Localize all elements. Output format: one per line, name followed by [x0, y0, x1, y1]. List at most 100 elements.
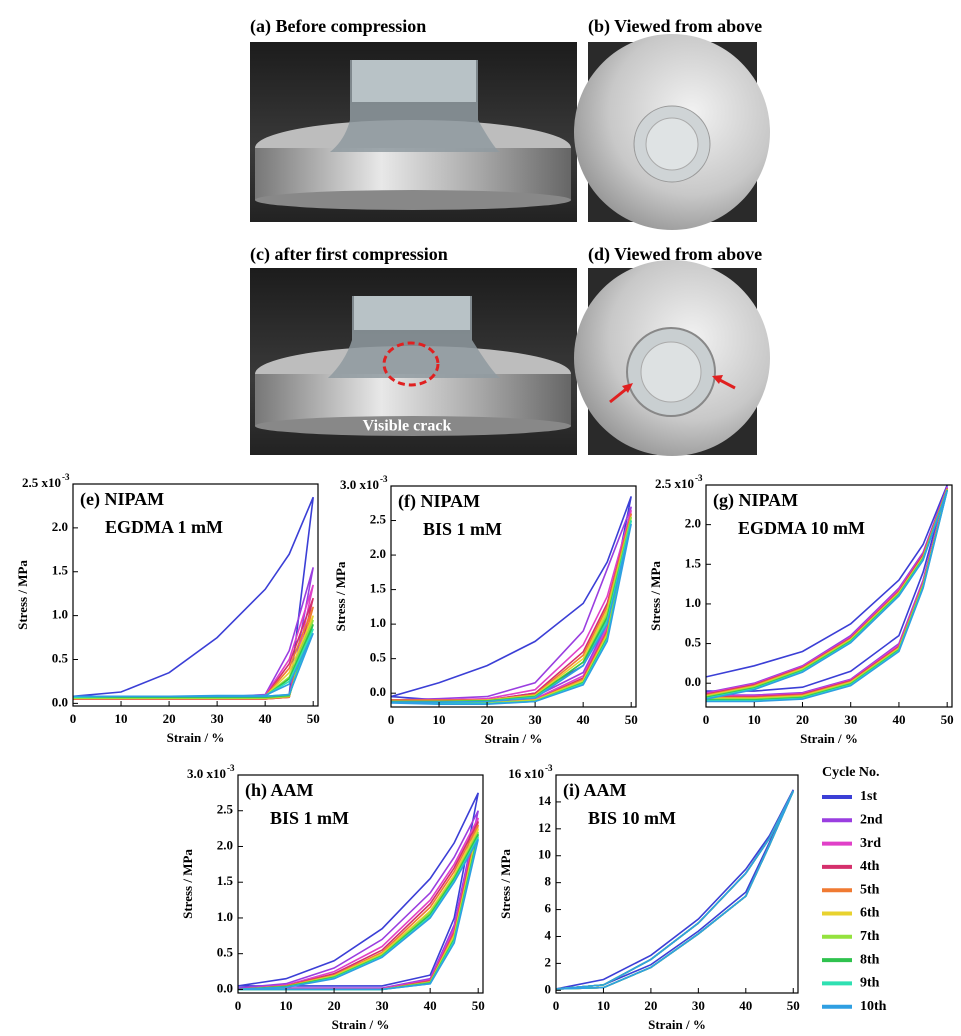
cycle-line: [391, 514, 631, 703]
y-tick-label: 1.0: [52, 607, 68, 622]
legend-label: 8th: [860, 952, 880, 967]
panel-sublabel: BIS 10 mM: [588, 808, 676, 828]
x-tick-label: 50: [625, 712, 638, 727]
cycle-line: [391, 521, 631, 704]
cycle-line: [391, 517, 631, 703]
y-tick-label: 6: [545, 901, 552, 916]
x-tick-label: 50: [787, 998, 800, 1013]
y-tick-label: 2.0: [685, 516, 701, 531]
x-tick-label: 30: [211, 711, 224, 726]
x-tick-label: 40: [424, 998, 437, 1013]
y-tick-label: 0.5: [52, 650, 69, 665]
y-tick-label: 2.0: [52, 519, 68, 534]
y-tick-label: 10: [538, 847, 551, 862]
legend-title: Cycle No.: [822, 765, 880, 780]
y-tick-label: 4: [545, 927, 552, 942]
y-tick-label: 1.5: [370, 581, 387, 596]
y-tick-label: 3.0 x10: [340, 477, 379, 492]
x-tick-label: 20: [796, 712, 809, 727]
x-tick-label: 40: [739, 998, 752, 1013]
crack-label: Visible crack: [363, 418, 452, 435]
y-axis-label: Stress / MPa: [180, 849, 195, 919]
x-tick-label: 0: [70, 711, 77, 726]
x-tick-label: 0: [235, 998, 242, 1013]
y-tick-label: 0.5: [685, 635, 702, 650]
y-axis-label: Stress / MPa: [333, 561, 348, 631]
y-tick-label: 2: [545, 954, 552, 969]
legend-label: 9th: [860, 976, 880, 991]
legend-label: 1st: [860, 789, 877, 804]
x-tick-label: 10: [597, 998, 610, 1013]
panel-label: (e) NIPAM: [80, 489, 164, 510]
cycle-line: [391, 524, 631, 704]
legend-label: 7th: [860, 929, 880, 944]
legend-label: 4th: [860, 859, 880, 874]
y-tick-label: 2.5 x10: [22, 475, 61, 490]
x-tick-label: 50: [307, 711, 320, 726]
photo-c: Visible crack: [250, 268, 577, 455]
x-tick-label: 30: [844, 712, 857, 727]
y-tick-label: 1.5: [685, 555, 702, 570]
panel-title: (b) Viewed from above: [588, 16, 762, 37]
cycle-line: [238, 834, 478, 989]
y-axis-label: Stress / MPa: [15, 560, 30, 630]
y-tick-label: 0.5: [370, 650, 387, 665]
panel-label: (g) NIPAM: [713, 490, 798, 511]
cycle-line: [706, 485, 947, 691]
y-tick-label: 8: [545, 874, 552, 889]
y-tick-label: 2.0: [217, 837, 233, 852]
x-axis-label: Strain / %: [332, 1017, 390, 1032]
photo-d: [574, 260, 770, 456]
panel-sublabel: BIS 1 mM: [423, 519, 502, 539]
x-tick-label: 10: [433, 712, 446, 727]
x-tick-label: 50: [472, 998, 485, 1013]
x-tick-label: 40: [892, 712, 905, 727]
panel-title: (d) Viewed from above: [588, 244, 762, 265]
cycle-line: [73, 620, 313, 698]
y-tick-label: 2.5: [217, 802, 234, 817]
y-tick-label: 2.0: [370, 546, 386, 561]
x-axis-label: Strain / %: [648, 1017, 706, 1032]
y-exponent: -3: [545, 763, 553, 773]
y-tick-label: 3.0 x10: [187, 766, 226, 781]
x-tick-label: 20: [328, 998, 341, 1013]
y-tick-label: 0: [545, 981, 552, 996]
x-axis-label: Strain / %: [167, 730, 225, 745]
cycle-line: [391, 521, 631, 704]
y-exponent: -3: [695, 473, 703, 483]
panel-sublabel: EGDMA 1 mM: [105, 517, 223, 537]
panel-title: (c) after first compression: [250, 244, 448, 265]
y-tick-label: 16 x10: [508, 766, 544, 781]
x-tick-label: 0: [388, 712, 395, 727]
panel-sublabel: EGDMA 10 mM: [738, 518, 865, 538]
y-tick-label: 1.0: [685, 595, 701, 610]
panel-title: (a) Before compression: [250, 16, 426, 37]
figure: Visible crack (a) Before compression (b)…: [0, 0, 961, 1036]
y-exponent: -3: [62, 472, 70, 482]
x-tick-label: 40: [577, 712, 590, 727]
cycle-line: [391, 517, 631, 703]
panel-label: (f) NIPAM: [398, 491, 480, 512]
y-tick-label: 0.0: [370, 684, 386, 699]
x-tick-label: 10: [280, 998, 293, 1013]
x-tick-label: 30: [376, 998, 389, 1013]
x-tick-label: 30: [529, 712, 542, 727]
y-exponent: -3: [380, 474, 388, 484]
x-tick-label: 0: [703, 712, 710, 727]
y-tick-label: 1.5: [217, 873, 234, 888]
x-tick-label: 20: [644, 998, 657, 1013]
photo-b: [574, 34, 770, 230]
y-axis-label: Stress / MPa: [498, 849, 513, 919]
legend-label: 10th: [860, 999, 887, 1014]
y-tick-label: 1.5: [52, 563, 69, 578]
panel-label: (h) AAM: [245, 780, 314, 801]
y-tick-label: 2.5: [370, 512, 387, 527]
x-axis-label: Strain / %: [800, 731, 858, 746]
y-tick-label: 0.0: [217, 980, 233, 995]
legend-label: 6th: [860, 906, 880, 921]
y-tick-label: 0.0: [52, 694, 68, 709]
y-tick-label: 2.5 x10: [655, 476, 694, 491]
x-tick-label: 50: [941, 712, 954, 727]
y-tick-label: 1.0: [217, 909, 233, 924]
x-tick-label: 20: [481, 712, 494, 727]
